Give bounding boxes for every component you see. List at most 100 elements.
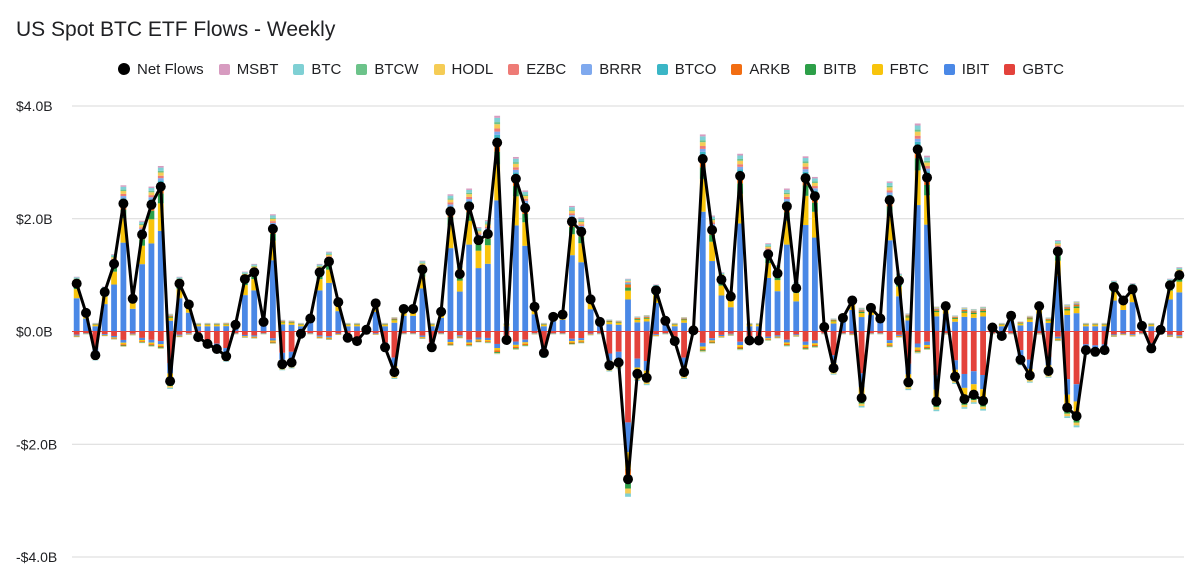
net-flow-point <box>707 225 718 236</box>
bar-segment-fbtc <box>970 314 977 318</box>
bar-segment-ibit <box>223 348 230 354</box>
bar-segment-fbtc <box>727 300 734 308</box>
bar-segment-fbtc <box>606 322 613 325</box>
net-flow-point <box>987 322 998 333</box>
bar-segment-bitb <box>802 348 809 349</box>
net-flow-point <box>623 474 633 485</box>
bar-segment-fbtc <box>157 344 164 346</box>
bar-segment-ibit <box>1054 275 1061 332</box>
net-flow-point <box>865 302 876 313</box>
bar-segment-gbtc <box>868 331 874 334</box>
bar-segment-ibit <box>811 237 818 332</box>
bar-segment-hodl <box>326 254 332 257</box>
bar-segment-gbtc <box>223 331 230 349</box>
net-flow-point <box>1071 411 1082 422</box>
bar-segment-arkb <box>643 316 650 318</box>
bar-segment-arkb <box>148 344 155 346</box>
bar-segment-ibit <box>718 295 725 332</box>
bar-segment-ibit <box>419 288 426 332</box>
net-flow-point <box>557 309 568 320</box>
bar-segment-arkb <box>755 323 762 325</box>
bar-segment-arkb <box>428 323 435 325</box>
y-tick-label: -$4.0B <box>16 549 57 565</box>
bar-segment-fbtc <box>718 336 725 337</box>
bar-segment-ibit <box>223 326 230 332</box>
bar-segment-ibit <box>924 341 930 345</box>
bar-segment-gbtc <box>1054 331 1061 337</box>
legend-item-btco: BTCO <box>656 61 716 78</box>
bar-segment-arkb <box>391 318 398 320</box>
bar-segment-ezbc <box>270 221 276 223</box>
bar-segment-btc <box>905 388 912 391</box>
bar-segment-ibit <box>391 322 398 332</box>
bar-segment-gbtc <box>774 331 781 336</box>
bar-segment-fbtc <box>1148 324 1155 327</box>
bar-segment-ibit <box>1120 333 1127 335</box>
bar-segment-bitb <box>1073 306 1080 309</box>
bar-segment-arkb <box>1045 318 1052 320</box>
bar-segment-bitb <box>961 311 968 313</box>
net-flow-point <box>903 377 914 388</box>
bar-segment-msbt <box>270 214 276 216</box>
bar-segment-fbtc <box>578 340 585 342</box>
bar-segment-btcw <box>241 273 248 274</box>
bar-segment-ezbc <box>148 195 155 198</box>
bar-segment-fbtc <box>1064 310 1071 315</box>
net-flow-point <box>295 328 306 339</box>
bar-segment-arkb <box>765 339 772 340</box>
bar-segment-btc <box>1167 279 1173 281</box>
net-flow-point <box>968 389 979 400</box>
bar-segment-gbtc <box>260 331 267 334</box>
bar-segment-bitb <box>737 348 744 350</box>
bar-segment-gbtc <box>316 331 323 336</box>
bar-segment-fbtc <box>1045 320 1052 323</box>
bar-segment-ibit <box>157 230 164 332</box>
bar-segment-bitb <box>213 324 220 325</box>
bar-segment-fbtc <box>512 344 519 347</box>
bar-stack-week <box>961 307 968 409</box>
bar-segment-fbtc <box>718 285 725 296</box>
legend-label-arkb: ARKB <box>749 60 791 78</box>
bar-segment-ibit <box>288 351 295 359</box>
bar-segment-msbt <box>466 188 473 190</box>
net-flow-point <box>230 319 241 330</box>
bar-segment-arkb <box>494 350 501 353</box>
bar-segment-ibit <box>456 335 463 337</box>
bar-segment-gbtc <box>643 331 650 362</box>
bar-segment-ibit <box>101 304 108 332</box>
net-flow-point <box>697 153 708 164</box>
bar-segment-btc <box>1064 304 1071 306</box>
bar-segment-ibit <box>139 264 145 332</box>
bar-segment-ibit <box>316 335 323 337</box>
bar-segment-arkb <box>569 342 575 344</box>
bar-segment-arkb <box>1026 317 1033 319</box>
bar-segment-btc <box>1176 267 1183 269</box>
bar-segment-gbtc <box>438 331 445 334</box>
bar-segment-ezbc <box>578 224 585 226</box>
bar-segment-gbtc <box>699 331 706 343</box>
y-tick-label: $2.0B <box>16 211 53 227</box>
bar-segment-gbtc <box>204 331 211 341</box>
bar-segment-gbtc <box>391 331 398 358</box>
legend-swatch-net-flows <box>118 63 130 75</box>
bar-segment-bitb <box>204 324 211 325</box>
net-flow-point <box>753 335 764 346</box>
bar-segment-bitb <box>671 324 678 325</box>
bar-segment-btco <box>625 283 631 285</box>
net-flows-series <box>71 137 1185 485</box>
legend-swatch-ezbc <box>508 63 520 75</box>
bar-segment-hodl <box>783 194 790 197</box>
bar-segment-arkb <box>447 343 454 345</box>
bar-segment-fbtc <box>933 312 940 317</box>
net-flow-point <box>473 235 484 246</box>
bar-segment-btc <box>914 125 921 130</box>
legend-item-net-flows: Net Flows <box>118 61 204 78</box>
bar-segment-ezbc <box>765 248 772 250</box>
bar-segment-fbtc <box>755 324 762 327</box>
bar-segment-ezbc <box>522 198 529 201</box>
bar-segment-hodl <box>924 162 930 167</box>
bar-segment-gbtc <box>241 331 248 335</box>
bar-segment-btcw <box>765 245 772 247</box>
bar-segment-hodl <box>251 266 258 268</box>
bar-segment-gbtc <box>447 331 454 340</box>
